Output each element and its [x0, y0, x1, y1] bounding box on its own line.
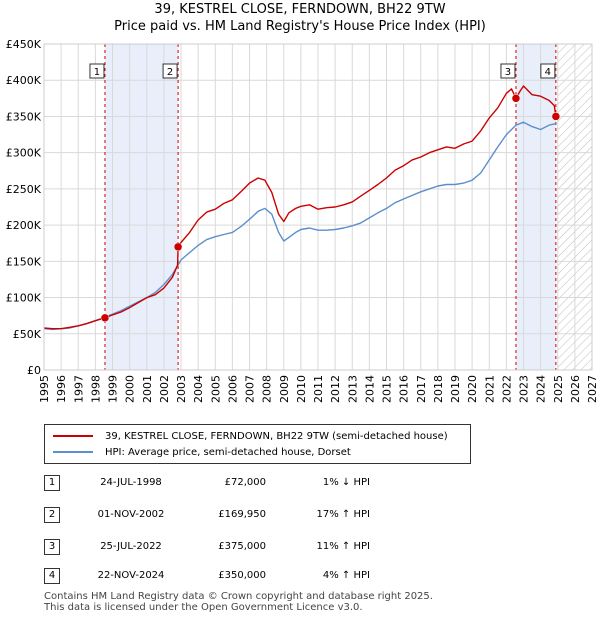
sale-price: £72,000 — [224, 477, 266, 488]
legend-label-hpi: HPI: Average price, semi-detached house,… — [105, 446, 351, 458]
x-tick-label: 2008 — [261, 375, 274, 403]
ownership-shading — [515, 44, 556, 370]
x-tick-label: 2026 — [569, 375, 582, 403]
sale-date: 25-JUL-2022 — [100, 541, 162, 552]
sale-number: 4 — [44, 568, 60, 584]
sale-hpi-diff: 4% ↑ HPI — [322, 570, 370, 581]
y-tick-label: £300K — [6, 147, 42, 160]
sale-date: 24-JUL-1998 — [100, 477, 162, 488]
y-tick-label: £0 — [27, 364, 41, 377]
sale-marker-box — [162, 63, 178, 79]
chart-subtitle: Price paid vs. HM Land Registry's House … — [114, 19, 486, 34]
sale-hpi-diff: 11% ↑ HPI — [316, 541, 370, 552]
x-tick-label: 2021 — [483, 375, 496, 403]
x-tick-label: 1998 — [89, 375, 102, 403]
sale-row: 1 24-JUL-1998 £72,000 1% ↓ HPI — [44, 474, 564, 494]
property-price-line — [43, 85, 557, 330]
legend-swatch-property — [53, 435, 93, 437]
sale-number: 3 — [44, 539, 60, 555]
x-tick-label: 1997 — [72, 375, 85, 403]
sale-marker-label: 3 — [505, 67, 511, 78]
x-tick-label: 1996 — [55, 375, 68, 403]
sale-point — [551, 112, 561, 121]
x-tick-label: 2024 — [535, 375, 548, 403]
sale-row: 3 25-JUL-2022 £375,000 11% ↑ HPI — [44, 538, 564, 558]
sale-point — [100, 313, 110, 323]
sale-number: 1 — [44, 475, 60, 491]
x-tick-label: 2005 — [209, 375, 222, 403]
x-tick-label: 2007 — [244, 375, 257, 403]
x-tick-label: 1995 — [38, 375, 51, 403]
legend-swatch-hpi — [53, 451, 93, 453]
sale-date: 22-NOV-2024 — [97, 570, 165, 581]
x-tick-label: 2015 — [381, 375, 394, 403]
x-tick-label: 2006 — [226, 375, 239, 403]
x-tick-label: 2004 — [192, 375, 205, 403]
hpi-line — [43, 121, 557, 331]
y-tick-label: £100K — [6, 292, 42, 305]
y-tick-label: £50K — [13, 328, 42, 341]
footer-notice: Contains HM Land Registry data © Crown c… — [44, 591, 433, 613]
y-tick-label: £200K — [6, 219, 42, 232]
sale-price: £169,950 — [218, 509, 266, 520]
sale-date: 01-NOV-2002 — [97, 509, 165, 520]
x-tick-label: 2027 — [586, 375, 599, 403]
legend-label-property: 39, KESTREL CLOSE, FERNDOWN, BH22 9TW (s… — [105, 430, 448, 442]
y-tick-label: £450K — [6, 38, 42, 51]
sale-number: 2 — [44, 507, 60, 523]
legend-item-hpi: HPI: Average price, semi-detached house,… — [53, 445, 351, 459]
footer-line-1: Contains HM Land Registry data © Crown c… — [44, 591, 433, 602]
x-tick-label: 2000 — [124, 375, 137, 403]
legend: 39, KESTREL CLOSE, FERNDOWN, BH22 9TW (s… — [44, 424, 471, 464]
x-tick-label: 2025 — [552, 375, 565, 403]
x-tick-label: 2010 — [295, 375, 308, 403]
sale-price: £350,000 — [218, 570, 266, 581]
ownership-shading — [104, 44, 179, 370]
x-tick-label: 2019 — [449, 375, 462, 403]
sale-marker-label: 4 — [545, 67, 551, 78]
chart-title: 39, KESTREL CLOSE, FERNDOWN, BH22 9TW — [154, 2, 446, 17]
sale-marker-label: 2 — [167, 67, 173, 78]
sale-row: 2 01-NOV-2002 £169,950 17% ↑ HPI — [44, 506, 564, 526]
sale-marker-box — [540, 63, 556, 79]
footer-line-2: This data is licensed under the Open Gov… — [44, 602, 363, 613]
y-tick-label: £350K — [6, 110, 42, 123]
sale-point — [511, 94, 521, 103]
sale-price: £375,000 — [218, 541, 266, 552]
y-tick-label: £150K — [6, 255, 42, 268]
sale-marker-label: 1 — [94, 67, 100, 78]
price-chart: 1 2 3 4 £0 £50K £100K £150K £200K £250K £300K £350… — [6, 38, 599, 403]
x-tick-label: 2011 — [312, 375, 325, 403]
x-tick-label: 2003 — [175, 375, 188, 403]
x-tick-label: 1999 — [107, 375, 120, 403]
sale-row: 4 22-NOV-2024 £350,000 4% ↑ HPI — [44, 567, 564, 587]
y-tick-label: £250K — [6, 183, 42, 196]
x-tick-label: 2002 — [158, 375, 171, 403]
x-tick-label: 2013 — [346, 375, 359, 403]
x-tick-label: 2022 — [500, 375, 513, 403]
x-tick-label: 2018 — [432, 375, 445, 403]
x-tick-label: 2001 — [141, 375, 154, 403]
plot-border — [43, 43, 593, 371]
x-tick-label: 2016 — [398, 375, 411, 403]
sale-marker-box — [89, 63, 105, 79]
x-tick-label: 2009 — [278, 375, 291, 403]
sale-hpi-diff: 1% ↓ HPI — [322, 477, 370, 488]
x-tick-label: 2023 — [518, 375, 531, 403]
sale-marker-box — [500, 63, 516, 79]
y-tick-label: £400K — [6, 74, 42, 87]
x-tick-label: 2014 — [363, 375, 376, 403]
x-tick-label: 2012 — [329, 375, 342, 403]
x-tick-label: 2017 — [415, 375, 428, 403]
x-tick-label: 2020 — [466, 375, 479, 403]
sale-hpi-diff: 17% ↑ HPI — [316, 509, 370, 520]
legend-item-property: 39, KESTREL CLOSE, FERNDOWN, BH22 9TW (s… — [53, 429, 448, 443]
sale-point — [173, 242, 183, 252]
